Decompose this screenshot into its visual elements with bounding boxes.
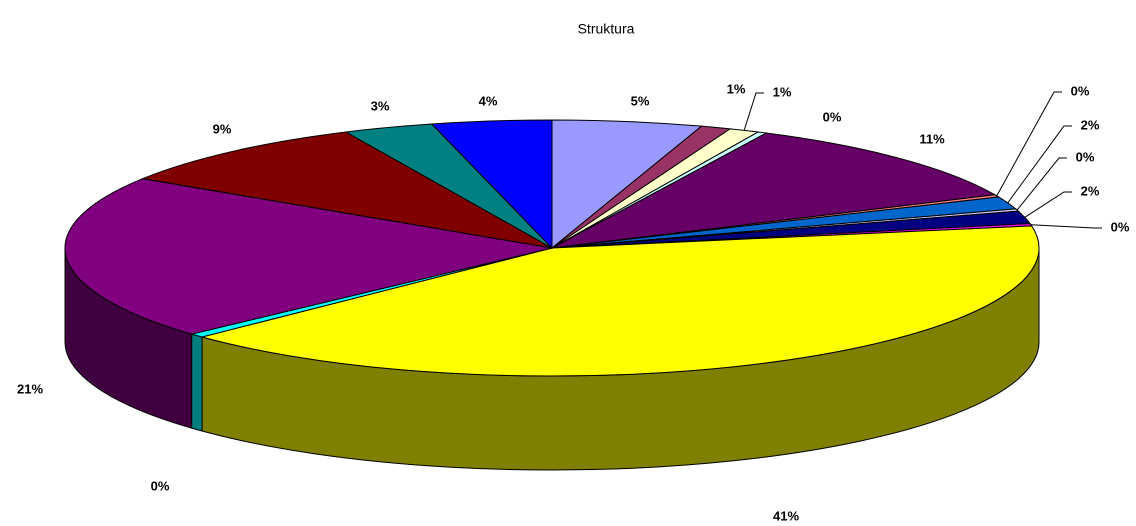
data-label: 2% [1081, 117, 1100, 132]
data-label: 9% [213, 121, 232, 136]
data-label: 1% [727, 81, 746, 96]
data-label: 4% [479, 93, 498, 108]
leader-line [1024, 191, 1072, 218]
leader-line [1007, 125, 1072, 204]
pie-slice [64, 178, 553, 335]
leader-line [1016, 157, 1067, 211]
pie-slice [551, 132, 997, 249]
data-label: 1% [773, 84, 792, 99]
pie-slice [551, 119, 703, 250]
data-label: 0% [1111, 219, 1130, 234]
leader-line [743, 92, 764, 131]
data-label: 0% [1076, 149, 1095, 164]
chart-title: Struktura [578, 21, 635, 37]
data-label: 41% [773, 508, 799, 523]
leader-line [996, 91, 1062, 197]
pie-labels: 5% 1% 1% 0% 11% 0% 2% 0% 2% 0% 41% 0% 21% 9% 3% 4% [17, 81, 1130, 523]
data-label: 21% [17, 381, 43, 396]
data-label: 0% [151, 478, 170, 493]
data-label: 0% [823, 109, 842, 124]
leader-line [1030, 224, 1102, 229]
data-label: 0% [1071, 83, 1090, 98]
data-label: 11% [919, 131, 945, 146]
data-label: 3% [371, 98, 390, 113]
data-label: 2% [1081, 183, 1100, 198]
pie-side [191, 333, 203, 432]
pie-slice [430, 119, 553, 250]
data-label: 5% [631, 93, 650, 108]
pie-top [64, 119, 1040, 377]
pie-slice [200, 225, 1040, 377]
pie-slice [140, 131, 553, 249]
